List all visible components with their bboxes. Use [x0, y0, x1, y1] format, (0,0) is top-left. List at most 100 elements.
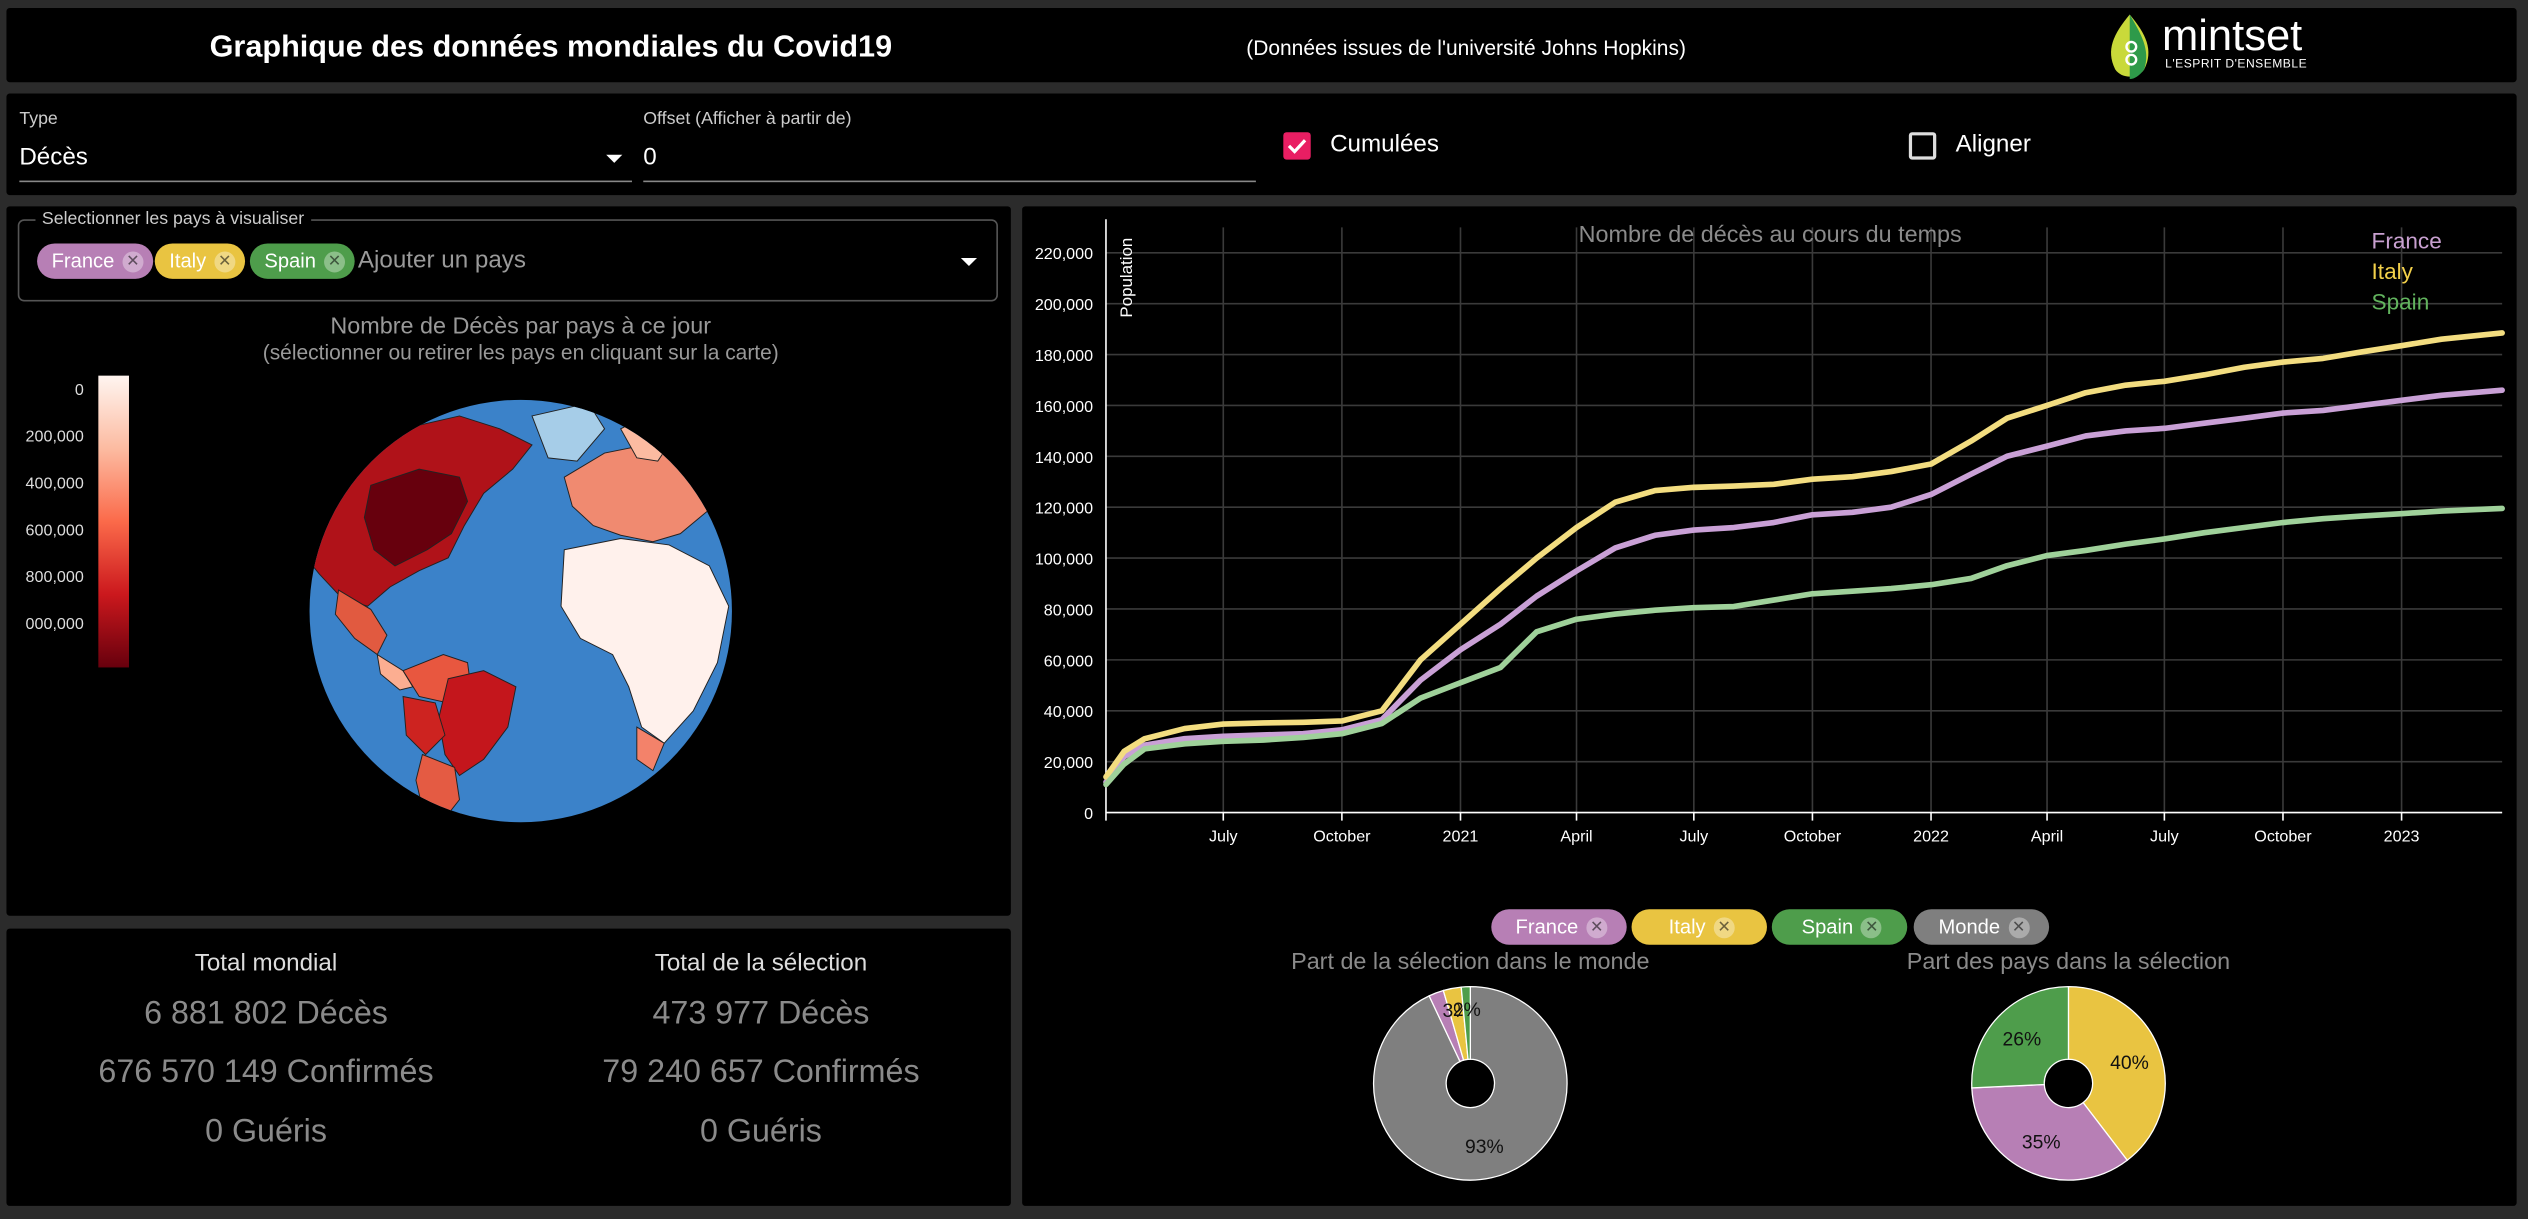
deaths-over-time-chart: 0 20,000 40,000 60,000 80,000 100,000 120,000 1… [1035, 219, 2505, 846]
pie-slice-label: 2% [1453, 999, 1481, 1021]
y-axis-label: Population [1117, 238, 1136, 318]
mintset-logo[interactable]: mintset L'ESPRIT D'ENSEMBLE [2102, 11, 2328, 82]
color-scale-tick-label: 400,000 [25, 475, 84, 494]
y-tick-label: 120,000 [1035, 500, 1093, 518]
selection-confirmed: 79 240 657 Confirmés [602, 1054, 920, 1090]
chevron-down-icon[interactable] [960, 257, 977, 267]
y-tick-label: 80,000 [1044, 601, 1093, 619]
data-source-note: (Données issues de l'université Johns Ho… [1246, 35, 1686, 60]
world-globe-map[interactable] [306, 397, 735, 826]
y-tick-label: 60,000 [1044, 652, 1093, 670]
country-select-legend: Selectionner les pays à visualiser [35, 209, 311, 229]
chevron-down-icon [606, 154, 623, 163]
series-line-france [1103, 387, 2505, 785]
pie-slice-spain[interactable] [1460, 986, 1471, 1061]
color-scale-tick-label: 0 [74, 382, 84, 400]
country-chip-italy[interactable]: Italy ✕ [154, 243, 245, 279]
legend-france: France [2372, 228, 2442, 253]
pie-slice-spain[interactable] [1971, 986, 2070, 1089]
selection-recovered: 0 Guéris [700, 1114, 822, 1150]
color-scale-tick-label: 200,000 [25, 428, 84, 447]
chart-panel: 0 20,000 40,000 60,000 80,000 100,000 120,000 1… [1022, 206, 2517, 1206]
y-tick-label: 100,000 [1035, 551, 1093, 569]
country-chip-spain[interactable]: Spain ✕ [249, 243, 355, 279]
offset-field[interactable]: Offset (Afficher à partir de) 0 [643, 106, 1256, 183]
header-bar: Graphique des données mondiales du Covid… [6, 8, 2517, 83]
pie-legend-label: Spain [1801, 915, 1854, 939]
pie-slice-label: 40% [2110, 1052, 2149, 1074]
selection-deaths: 473 977 Décès [652, 996, 870, 1032]
country-select[interactable]: Selectionner les pays à visualiser Franc… [17, 209, 998, 302]
offset-field-underline [643, 180, 1256, 183]
type-select[interactable]: Type Décès [19, 106, 632, 183]
y-tick-label: 160,000 [1035, 398, 1093, 416]
y-tick-label: 180,000 [1035, 347, 1093, 365]
series-line-spain [1103, 505, 2505, 788]
selection-share-pie-chart: Part des pays dans la sélection 40% 35% 26% [1907, 948, 2230, 1181]
remove-chip-icon[interactable]: ✕ [2008, 916, 2030, 938]
y-tick-label: 200,000 [1035, 296, 1093, 314]
pie-legend-chip-monde[interactable]: Monde ✕ [1913, 909, 2050, 945]
x-tick-label: July [2150, 828, 2180, 846]
pie-slice-france[interactable] [1971, 1083, 2129, 1181]
x-tick-label: 2023 [2384, 828, 2420, 846]
stats-panel: Total mondial 6 881 802 Décès 676 570 14… [6, 928, 1011, 1206]
color-scale-legend: 0 200,000 400,000 600,000 800,000 000,000 [6, 368, 135, 690]
x-tick-label: October [1784, 828, 1842, 846]
remove-chip-icon[interactable]: ✕ [1586, 916, 1608, 938]
checkbox-unchecked-icon [1908, 132, 1937, 160]
map-country-south-africa [636, 726, 665, 772]
y-tick-label: 0 [1084, 805, 1093, 823]
x-tick-label: April [2031, 828, 2063, 846]
aligner-label: Aligner [1955, 130, 2031, 158]
pie-slice-monde[interactable] [1372, 986, 1568, 1181]
map-title: Nombre de Décès par pays à ce jour [330, 314, 712, 341]
x-tick-label: July [1209, 828, 1239, 846]
color-scale-bar [98, 375, 129, 668]
y-tick-label: 140,000 [1035, 449, 1093, 467]
country-chip-label: France [51, 249, 115, 273]
x-tick-label: April [1560, 828, 1592, 846]
remove-chip-icon[interactable]: ✕ [324, 250, 345, 272]
remove-chip-icon[interactable]: ✕ [1861, 916, 1883, 938]
map-country-usa-east [363, 468, 469, 567]
series-line-italy [1103, 330, 2505, 780]
x-tick-label: July [1680, 828, 1710, 846]
add-country-input[interactable]: Ajouter un pays [357, 246, 526, 275]
country-chip-label: Spain [264, 249, 316, 273]
pie-legend-chip-italy[interactable]: Italy ✕ [1631, 909, 1767, 945]
x-tick-label: October [2254, 828, 2312, 846]
mintset-logo-icon [2111, 14, 2149, 79]
selection-total-heading: Total de la sélection [654, 949, 868, 977]
x-tick-label: 2022 [1913, 828, 1949, 846]
map-country-peru [402, 695, 446, 756]
remove-chip-icon[interactable]: ✕ [214, 250, 236, 272]
aligner-checkbox[interactable]: Aligner [1908, 129, 2102, 161]
world-confirmed: 676 570 149 Confirmés [98, 1054, 434, 1090]
remove-chip-icon[interactable]: ✕ [1713, 916, 1735, 938]
world-share-pie-chart: Part de la sélection dans le monde93%3%2… [1291, 948, 1650, 1181]
line-chart-title: Nombre de décès au cours du temps [1579, 221, 1962, 247]
world-total-heading: Total mondial [194, 949, 338, 977]
pie-legend-chip-france[interactable]: France ✕ [1491, 909, 1627, 945]
remove-chip-icon[interactable]: ✕ [122, 250, 144, 272]
pie-slice-italy[interactable] [2067, 986, 2166, 1162]
color-scale-tick-label: 000,000 [25, 615, 84, 634]
legend-italy: Italy [2372, 259, 2414, 284]
world-recovered: 0 Guéris [205, 1114, 327, 1150]
x-tick-label: October [1313, 828, 1371, 846]
world-deaths: 6 881 802 Décès [144, 996, 388, 1032]
type-select-underline [19, 180, 632, 183]
country-chip-france[interactable]: France ✕ [37, 243, 154, 279]
country-chip-label: Italy [169, 249, 207, 273]
pie-legend-label: Monde [1938, 915, 2001, 939]
x-tick-label: 2021 [1443, 828, 1479, 846]
cumulees-checkbox[interactable]: Cumulées [1283, 129, 1476, 161]
y-tick-label: 220,000 [1035, 245, 1093, 263]
pie-legend-label: France [1515, 915, 1579, 939]
pie-legend-chip-spain[interactable]: Spain ✕ [1771, 909, 1908, 945]
color-scale-tick-label: 600,000 [25, 522, 84, 541]
offset-field-value: 0 [643, 143, 657, 171]
type-select-value: Décès [19, 143, 88, 171]
pie-title: Part de la sélection dans le monde [1291, 948, 1649, 974]
